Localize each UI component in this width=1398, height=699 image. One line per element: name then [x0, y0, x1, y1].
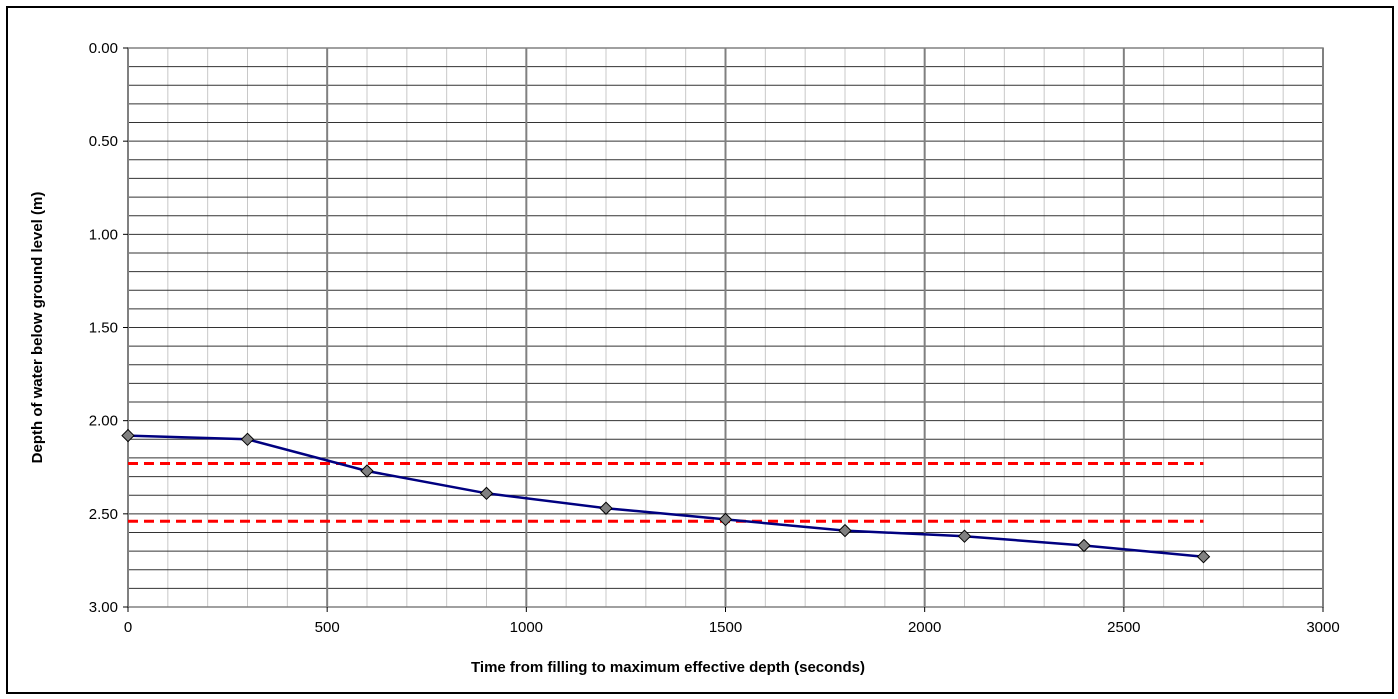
data-point [718, 512, 733, 527]
y-tick-label: 0.50 [89, 133, 118, 150]
data-point [479, 486, 494, 501]
reference-lines [128, 462, 1204, 523]
data-point [1196, 549, 1211, 564]
x-tick-label: 3000 [1306, 619, 1339, 636]
data-point [240, 432, 255, 447]
data-point [957, 529, 972, 543]
x-tick-label: 2500 [1107, 619, 1140, 636]
y-tick-label: 2.00 [89, 413, 118, 430]
tick-labels: 0 500 1000 1500 2000 2500 3000 0.00 0.50 1.00 1.50… [89, 40, 1340, 636]
y-axis-title: Depth of water below ground level (m) [29, 192, 46, 464]
x-tick-label: 1500 [709, 619, 742, 636]
data-point [599, 501, 613, 515]
series-line [127, 434, 1204, 558]
y-tick-label: 3.00 [89, 599, 118, 616]
x-axis-title: Time from filling to maximum effective d… [471, 659, 865, 676]
x-tick-label: 0 [124, 619, 132, 636]
data-point [1077, 538, 1091, 553]
x-tick-label: 2000 [908, 619, 941, 636]
y-tick-label: 0.00 [89, 40, 118, 57]
y-tick-label: 1.50 [89, 320, 118, 337]
data-point [121, 428, 135, 443]
y-tick-label: 1.00 [89, 226, 118, 243]
x-tick-label: 500 [315, 619, 340, 636]
x-tick-label: 1000 [510, 619, 543, 636]
data-point [360, 464, 374, 478]
series-layer [121, 428, 1211, 564]
data-point [838, 523, 852, 538]
y-tick-label: 2.50 [89, 506, 118, 523]
